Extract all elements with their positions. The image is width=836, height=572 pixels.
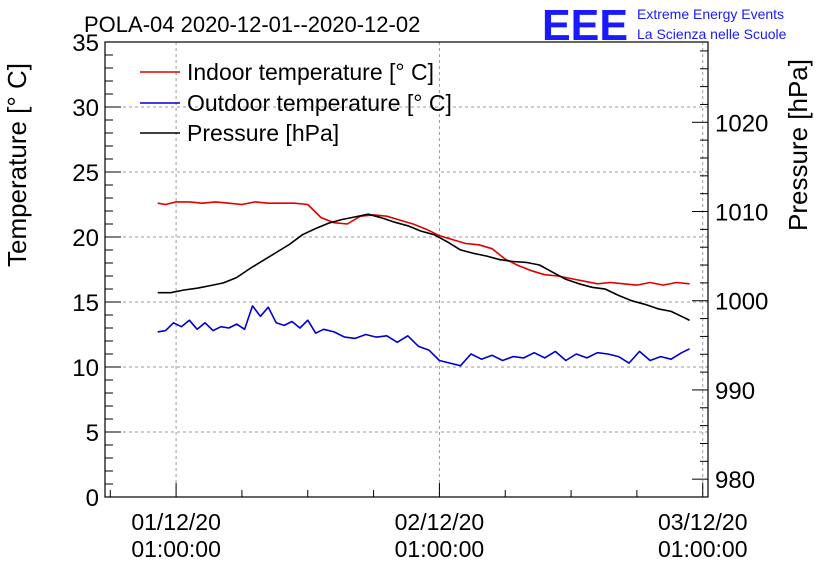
x-tick-label-date: 03/12/20 [658,509,748,535]
x-tick-label-time: 01:00:00 [131,536,221,562]
y-tick-label: 0 [86,485,99,512]
eee-logo-mark: EEE [542,1,628,50]
series-line-0 [157,201,690,286]
y2-tick-label: 1000 [715,289,768,316]
y-tick-label: 25 [72,160,99,187]
series-line-2 [157,213,690,322]
series-line-1 [157,305,690,367]
eee-logo-line2: La Scienza nelle Scuole [637,26,787,42]
legend: Indoor temperature [° C] Outdoor temperat… [140,59,452,146]
chart-title: POLA-04 2020-12-01--2020-12-02 [84,12,420,37]
y-tick-label: 10 [72,355,99,382]
y-tick-label: 20 [72,225,99,252]
x-tick-label-time: 01:00:00 [658,536,748,562]
x-tick-label-date: 02/12/20 [395,509,485,535]
legend-label: Indoor temperature [° C] [187,59,434,85]
axes: 0 5 10 15 20 25 30 35 980 990 1000 1010 1020 01/12/20… [72,30,768,562]
y-tick-label: 30 [72,95,99,122]
y2-tick-label: 1010 [715,200,768,227]
y2-tick-label: 1020 [715,110,768,137]
y-tick-label: 15 [72,290,99,317]
y-tick-label: 35 [72,30,99,57]
plot-frame [104,41,709,498]
series-layer [157,201,690,367]
x-tick-label-time: 01:00:00 [395,536,485,562]
x-tick-label-date: 01/12/20 [131,509,221,535]
y2-tick-label: 980 [715,467,755,494]
eee-logo-line1: Extreme Energy Events [637,6,784,22]
legend-label: Outdoor temperature [° C] [187,90,452,116]
y-axis-label: Temperature [° C] [2,63,32,267]
y2-axis-label: Pressure [hPa] [783,59,813,231]
legend-label: Pressure [hPa] [187,120,339,146]
eee-logo: EEE Extreme Energy Events La Scienza nel… [542,1,787,50]
y-tick-label: 5 [86,420,99,447]
y2-tick-label: 990 [715,378,755,405]
